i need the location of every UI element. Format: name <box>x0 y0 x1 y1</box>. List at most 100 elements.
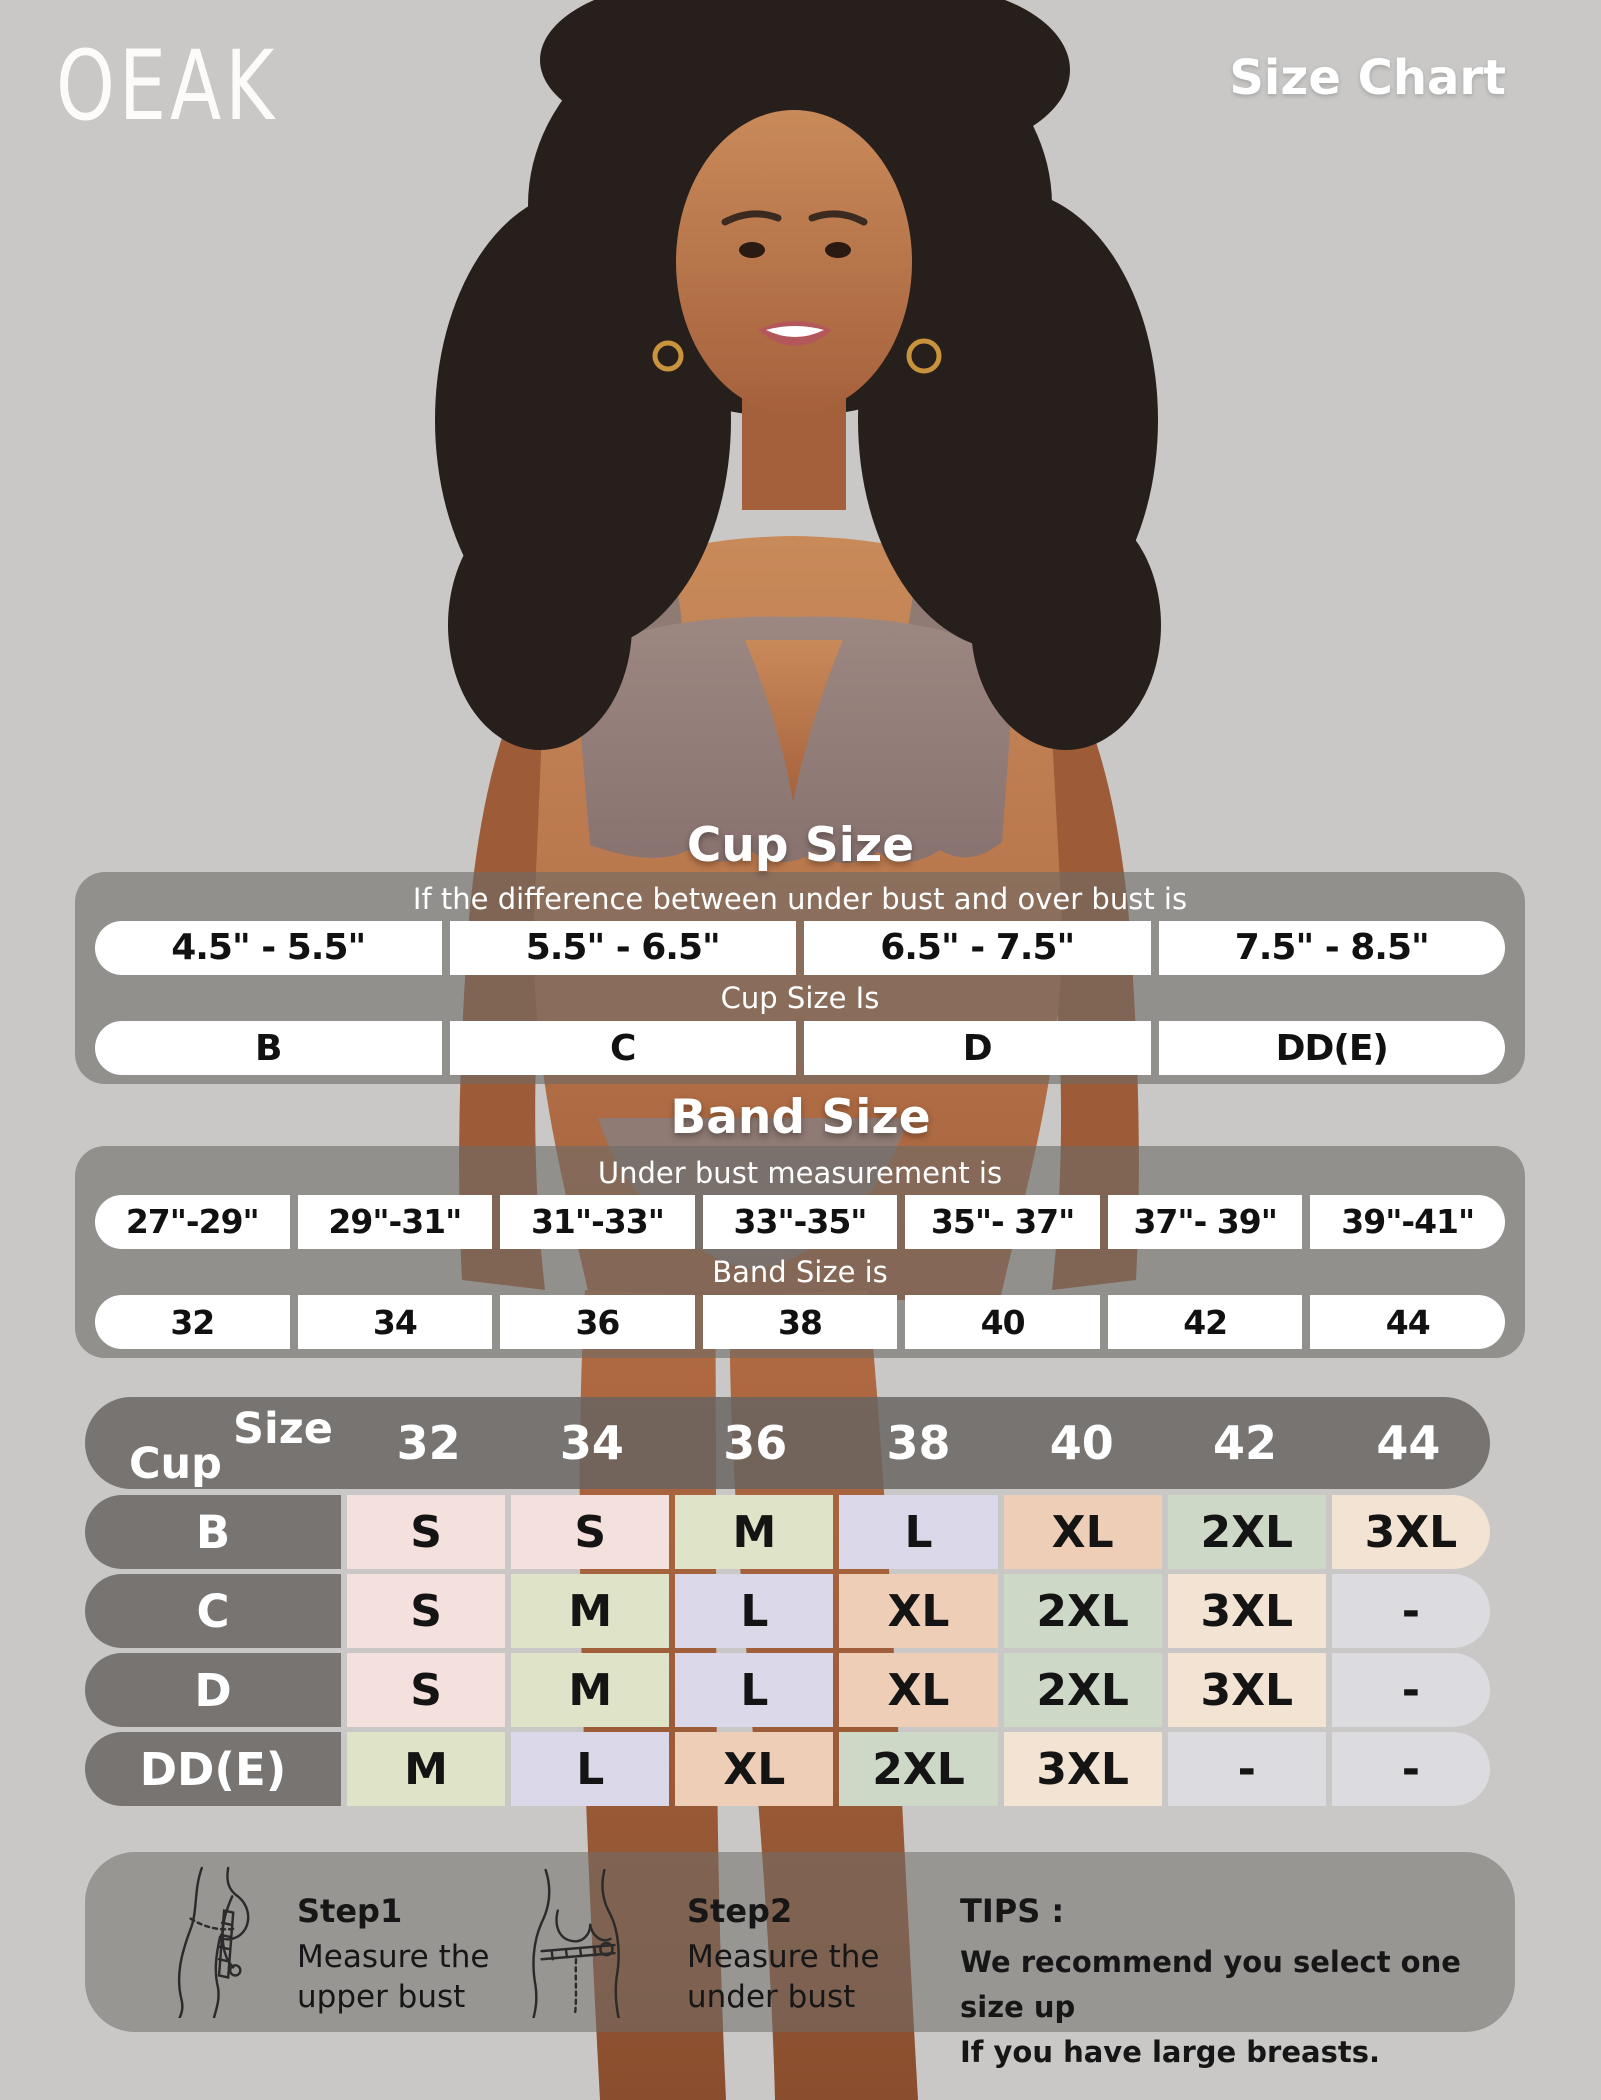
cup-size-panel: If the difference between under bust and… <box>75 872 1525 1084</box>
matrix-cell: - <box>1167 1732 1326 1806</box>
matrix-row-d: D S M L XL 2XL 3XL - <box>85 1653 1490 1727</box>
band-range-cell: 37"- 39" <box>1107 1194 1303 1249</box>
matrix-cell: L <box>511 1732 670 1806</box>
cup-value-row: B C D DD(E) <box>95 1021 1505 1076</box>
band-range-cell: 39"-41" <box>1310 1194 1506 1249</box>
matrix-cell: XL <box>1003 1495 1162 1569</box>
matrix-cell: 2XL <box>1167 1495 1326 1569</box>
band-range-cell: 31"-33" <box>500 1194 695 1249</box>
band-value-cell: 40 <box>905 1295 1100 1350</box>
cup-value-cell: C <box>449 1021 796 1076</box>
matrix-cell: S <box>511 1495 670 1569</box>
cup-range-row: 4.5" - 5.5" 5.5" - 6.5" 6.5" - 7.5" 7.5"… <box>95 920 1505 975</box>
matrix-row-label: D <box>85 1653 341 1727</box>
measure-upper-bust-icon <box>177 1866 250 2018</box>
matrix-row-label: DD(E) <box>85 1732 341 1806</box>
band-range-cell: 33"-35" <box>702 1194 898 1249</box>
band-range-cell: 35"- 37" <box>905 1194 1100 1249</box>
matrix-cell: S <box>347 1574 506 1648</box>
tips-line2: If you have large breasts. <box>960 2034 1380 2069</box>
matrix-column-header: 38 <box>886 1416 951 1470</box>
cup-value-cell: DD(E) <box>1158 1021 1505 1076</box>
matrix-cell: XL <box>839 1574 998 1648</box>
matrix-cell: - <box>1331 1574 1490 1648</box>
step2-title: Step2 <box>687 1892 793 1930</box>
matrix-column-header: 32 <box>396 1416 461 1470</box>
band-value-cell: 36 <box>500 1295 695 1350</box>
matrix-cell: - <box>1331 1732 1490 1806</box>
step2-block: Step2 Measure the under bust <box>687 1892 879 2017</box>
matrix-cell: M <box>511 1653 670 1727</box>
matrix-column-header: 44 <box>1376 1416 1441 1470</box>
matrix-column-header: 36 <box>723 1416 788 1470</box>
matrix-cell: 3XL <box>1167 1574 1326 1648</box>
matrix-cell: L <box>675 1574 834 1648</box>
band-size-panel: Under bust measurement is 27"-29" 29"-31… <box>75 1146 1525 1358</box>
matrix-cell: 3XL <box>1167 1653 1326 1727</box>
cup-range-cell: 4.5" - 5.5" <box>95 920 442 975</box>
band-value-cell: 44 <box>1310 1295 1506 1350</box>
tips-title: TIPS : <box>960 1892 1065 1930</box>
matrix-corner-size-label: Size <box>233 1404 333 1454</box>
band-condition-label: Under bust measurement is <box>597 1156 1003 1190</box>
matrix-row-label: C <box>85 1574 341 1648</box>
matrix-corner-cup-label: Cup <box>129 1439 222 1489</box>
band-result-label: Band Size is <box>712 1255 888 1290</box>
matrix-row-label: B <box>85 1495 341 1569</box>
page-title: Size Chart <box>1229 50 1506 106</box>
step1-block: Step1 Measure the upper bust <box>297 1892 489 2017</box>
brand-logo: OEAK <box>56 30 279 142</box>
matrix-row-b: B S S M L XL 2XL 3XL <box>85 1495 1490 1569</box>
matrix-corner: Size Cup <box>85 1397 347 1489</box>
band-value-row: 32 34 36 38 40 42 44 <box>95 1295 1506 1350</box>
step1-text: Measure the upper bust <box>297 1939 490 2015</box>
model-bra <box>575 545 1015 863</box>
band-value-cell: 38 <box>702 1295 898 1350</box>
cup-range-cell: 5.5" - 6.5" <box>449 920 796 975</box>
matrix-cell: L <box>675 1653 834 1727</box>
cup-range-cell: 6.5" - 7.5" <box>804 920 1151 975</box>
matrix-cell: M <box>347 1732 506 1806</box>
cup-size-title: Cup Size <box>686 818 915 873</box>
band-range-cell: 27"-29" <box>95 1194 290 1249</box>
tips-block: TIPS : We recommend you select one size … <box>960 1892 1515 2075</box>
cup-value-cell: D <box>804 1021 1151 1076</box>
matrix-cell: M <box>675 1495 834 1569</box>
matrix-cell: XL <box>839 1653 998 1727</box>
cup-range-cell: 7.5" - 8.5" <box>1158 920 1505 975</box>
matrix-cell: 3XL <box>1331 1495 1490 1569</box>
measuring-steps-panel: Step1 Measure the upper bust Step2 Measu… <box>85 1852 1515 2069</box>
matrix-cell: 3XL <box>1003 1732 1162 1806</box>
matrix-row-dde: DD(E) M L XL 2XL 3XL - - <box>85 1732 1490 1806</box>
step1-title: Step1 <box>297 1892 403 1930</box>
cup-condition-label: If the difference between under bust and… <box>412 882 1188 916</box>
measure-under-bust-icon <box>532 1868 620 2018</box>
model-face <box>652 110 942 510</box>
band-value-cell: 32 <box>95 1295 290 1350</box>
cup-value-cell: B <box>95 1021 442 1076</box>
tips-line1: We recommend you select one size up <box>960 1945 1461 2024</box>
matrix-cell: - <box>1331 1653 1490 1727</box>
matrix-header-row: Size Cup 32 34 36 38 40 42 44 <box>85 1397 1490 1489</box>
tips-text: We recommend you select one size up If y… <box>960 1940 1515 2075</box>
matrix-row-c: C S M L XL 2XL 3XL - <box>85 1574 1490 1648</box>
matrix-cell: 2XL <box>839 1732 998 1806</box>
matrix-column-header: 42 <box>1213 1416 1278 1470</box>
band-value-cell: 42 <box>1107 1295 1303 1350</box>
matrix-cell: S <box>347 1495 506 1569</box>
matrix-cell: XL <box>675 1732 834 1806</box>
band-value-cell: 34 <box>297 1295 493 1350</box>
matrix-cell: 2XL <box>1003 1653 1162 1727</box>
band-range-row: 27"-29" 29"-31" 31"-33" 33"-35" 35"- 37"… <box>95 1194 1506 1249</box>
band-range-cell: 29"-31" <box>297 1194 493 1249</box>
matrix-cell: 2XL <box>1003 1574 1162 1648</box>
band-size-title: Band Size <box>670 1090 931 1145</box>
matrix-column-header: 34 <box>559 1416 624 1470</box>
matrix-cell: S <box>347 1653 506 1727</box>
cup-result-label: Cup Size Is <box>720 981 880 1016</box>
step2-text: Measure the under bust <box>687 1939 880 2015</box>
matrix-column-header: 40 <box>1049 1416 1114 1470</box>
matrix-cell: M <box>511 1574 670 1648</box>
matrix-cell: L <box>839 1495 998 1569</box>
